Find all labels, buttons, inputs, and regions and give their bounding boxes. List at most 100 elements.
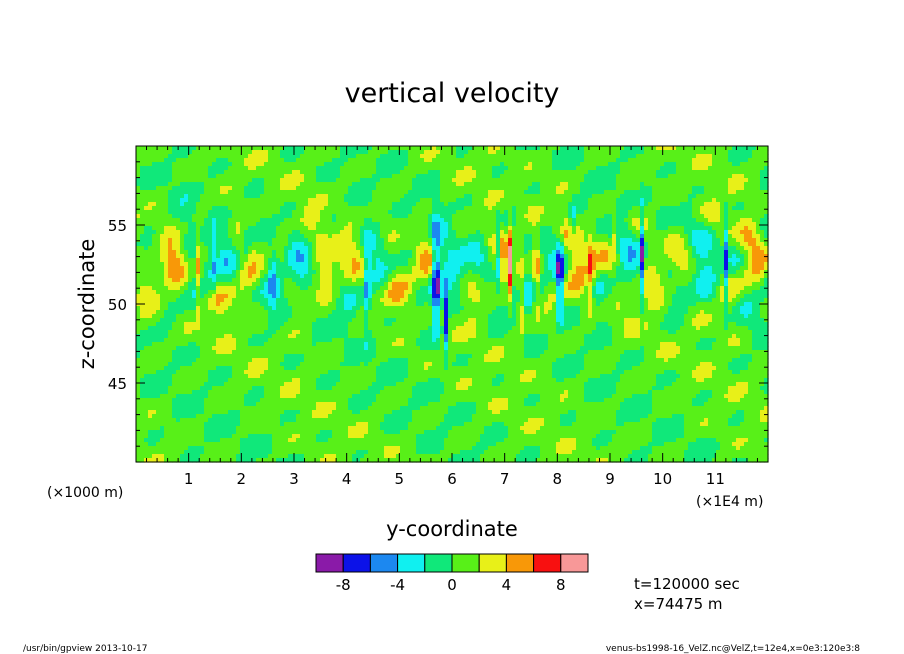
contour-cell: [320, 154, 325, 159]
contour-cell: [308, 174, 313, 179]
contour-cell: [736, 214, 741, 219]
contour-cell: [140, 158, 145, 163]
contour-cell: [624, 238, 629, 243]
contour-cell: [436, 258, 441, 263]
contour-cell: [532, 170, 537, 175]
contour-cell: [612, 210, 617, 215]
contour-cell: [484, 238, 489, 243]
contour-cell: [752, 210, 757, 215]
contour-cell: [740, 222, 745, 227]
contour-cell: [712, 174, 717, 179]
contour-cell: [580, 214, 585, 219]
contour-cell: [292, 202, 297, 207]
contour-cell: [660, 178, 665, 183]
contour-cell: [624, 214, 629, 219]
contour-cell: [448, 166, 453, 171]
contour-cell: [216, 154, 221, 159]
contour-cell: [384, 234, 389, 239]
contour-cell: [200, 266, 205, 271]
contour-cell: [488, 254, 493, 259]
contour-cell: [472, 154, 477, 159]
contour-cell: [308, 210, 313, 215]
contour-cell: [148, 254, 153, 259]
contour-cell: [736, 258, 741, 263]
contour-cell: [680, 254, 685, 259]
contour-cell: [728, 214, 733, 219]
contour-cell: [420, 186, 425, 191]
contour-cell: [268, 162, 273, 167]
contour-cell: [508, 162, 513, 167]
contour-cell: [576, 238, 581, 243]
contour-cell: [388, 218, 393, 223]
contour-cell: [608, 162, 613, 167]
contour-cell: [532, 246, 537, 251]
contour-cell: [240, 182, 245, 187]
contour-cell: [368, 258, 373, 263]
contour-cell: [164, 266, 169, 271]
contour-cell: [628, 174, 633, 179]
contour-cell: [712, 162, 717, 167]
contour-cell: [496, 194, 501, 199]
contour-cell: [236, 218, 241, 223]
contour-cell: [704, 230, 709, 235]
contour-cell: [476, 146, 481, 151]
contour-cell: [464, 198, 469, 203]
contour-cell: [388, 270, 393, 275]
contour-cell: [264, 162, 269, 167]
contour-cell: [464, 174, 469, 179]
contour-cell: [684, 210, 689, 215]
contour-cell: [624, 166, 629, 171]
contour-cell: [196, 218, 201, 223]
contour-cell: [424, 218, 429, 223]
contour-cell: [296, 146, 301, 151]
contour-cell: [180, 222, 185, 227]
contour-cell: [612, 170, 617, 175]
contour-cell: [360, 254, 365, 259]
contour-cell: [584, 222, 589, 227]
contour-cell: [272, 238, 277, 243]
contour-cell: [624, 218, 629, 223]
contour-cell: [616, 230, 621, 235]
contour-cell: [580, 230, 585, 235]
contour-cell: [216, 246, 221, 251]
contour-cell: [636, 226, 641, 231]
contour-cell: [148, 182, 153, 187]
contour-cell: [600, 194, 605, 199]
contour-cell: [192, 182, 197, 187]
contour-cell: [692, 258, 697, 263]
contour-cell: [620, 226, 625, 231]
contour-cell: [600, 214, 605, 219]
contour-cell: [404, 222, 409, 227]
contour-cell: [748, 166, 753, 171]
contour-cell: [316, 150, 321, 155]
contour-cell: [256, 158, 261, 163]
contour-cell: [248, 222, 253, 227]
contour-cell: [160, 262, 165, 267]
contour-cell: [196, 262, 201, 267]
contour-cell: [500, 190, 505, 195]
contour-cell: [360, 194, 365, 199]
contour-cell: [160, 146, 165, 151]
contour-cell: [188, 150, 193, 155]
contour-cell: [208, 238, 213, 243]
contour-cell: [600, 238, 605, 243]
contour-cell: [664, 154, 669, 159]
contour-cell: [348, 150, 353, 155]
contour-cell: [644, 262, 649, 267]
contour-cell: [584, 258, 589, 263]
contour-cell: [276, 262, 281, 267]
contour-cell: [540, 254, 545, 259]
contour-cell: [632, 202, 637, 207]
contour-cell: [376, 266, 381, 271]
contour-cell: [440, 170, 445, 175]
contour-cell: [332, 198, 337, 203]
contour-cell: [348, 178, 353, 183]
contour-cell: [220, 186, 225, 191]
contour-cell: [744, 198, 749, 203]
contour-cell: [260, 242, 265, 247]
contour-cell: [644, 218, 649, 223]
contour-cell: [692, 202, 697, 207]
contour-cell: [440, 166, 445, 171]
contour-cell: [152, 174, 157, 179]
contour-cell: [676, 258, 681, 263]
